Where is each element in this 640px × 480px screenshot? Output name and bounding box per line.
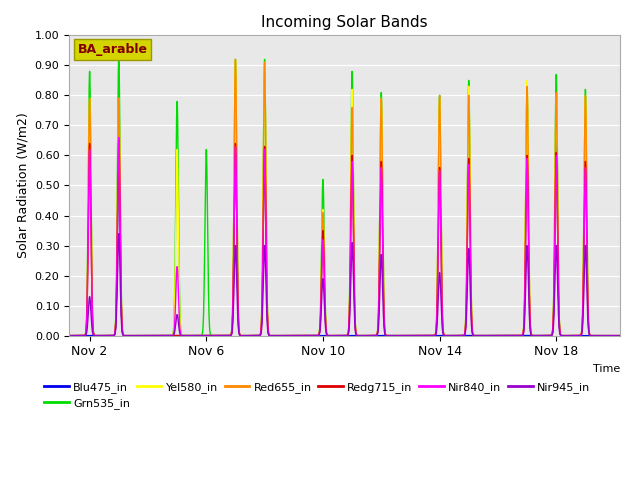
Nir945_in xyxy=(115,231,123,237)
Nir840_in xyxy=(103,333,111,338)
Yel580_in xyxy=(65,333,73,338)
Yel580_in xyxy=(103,333,111,338)
Grn535_in xyxy=(103,333,111,338)
X-axis label: Time: Time xyxy=(593,364,620,374)
Nir840_in xyxy=(65,333,73,338)
Nir945_in xyxy=(364,333,372,338)
Redg715_in xyxy=(115,138,123,144)
Red655_in xyxy=(364,333,372,338)
Blu475_in xyxy=(552,138,560,144)
Yel580_in xyxy=(198,333,205,338)
Blu475_in xyxy=(65,333,73,338)
Redg715_in xyxy=(166,333,173,338)
Nir945_in xyxy=(65,333,73,338)
Y-axis label: Solar Radiation (W/m2): Solar Radiation (W/m2) xyxy=(16,113,29,258)
Blu475_in xyxy=(103,333,111,338)
Blu475_in xyxy=(364,333,372,338)
Yel580_in xyxy=(364,333,372,338)
Nir840_in xyxy=(397,333,405,338)
Line: Yel580_in: Yel580_in xyxy=(69,60,620,336)
Nir945_in xyxy=(474,333,482,338)
Nir840_in xyxy=(364,333,372,338)
Redg715_in xyxy=(616,333,624,338)
Nir840_in xyxy=(115,134,123,140)
Nir840_in xyxy=(616,333,624,338)
Redg715_in xyxy=(276,333,284,338)
Nir945_in xyxy=(198,333,205,338)
Blu475_in xyxy=(616,333,624,338)
Line: Blu475_in: Blu475_in xyxy=(69,141,620,336)
Grn535_in xyxy=(65,333,73,338)
Blu475_in xyxy=(166,333,173,338)
Red655_in xyxy=(397,333,405,338)
Red655_in xyxy=(103,333,111,338)
Nir840_in xyxy=(198,333,205,338)
Grn535_in xyxy=(397,333,405,338)
Blu475_in xyxy=(198,333,205,338)
Line: Nir840_in: Nir840_in xyxy=(69,137,620,336)
Nir945_in xyxy=(397,333,405,338)
Yel580_in xyxy=(616,333,624,338)
Yel580_in xyxy=(474,333,482,338)
Nir840_in xyxy=(474,333,482,338)
Line: Nir945_in: Nir945_in xyxy=(69,234,620,336)
Grn535_in xyxy=(616,333,624,338)
Nir840_in xyxy=(276,333,284,338)
Line: Redg715_in: Redg715_in xyxy=(69,141,620,336)
Redg715_in xyxy=(364,333,372,338)
Blu475_in xyxy=(474,333,482,338)
Nir945_in xyxy=(616,333,624,338)
Yel580_in xyxy=(232,57,239,62)
Red655_in xyxy=(616,333,624,338)
Grn535_in xyxy=(474,333,482,338)
Line: Grn535_in: Grn535_in xyxy=(69,56,620,336)
Red655_in xyxy=(276,333,284,338)
Grn535_in xyxy=(198,332,205,338)
Redg715_in xyxy=(65,333,73,338)
Redg715_in xyxy=(474,333,482,338)
Redg715_in xyxy=(103,333,111,338)
Yel580_in xyxy=(397,333,405,338)
Redg715_in xyxy=(397,333,405,338)
Red655_in xyxy=(166,333,173,338)
Red655_in xyxy=(232,57,239,62)
Title: Incoming Solar Bands: Incoming Solar Bands xyxy=(262,15,428,30)
Red655_in xyxy=(474,333,482,338)
Blu475_in xyxy=(397,333,405,338)
Grn535_in xyxy=(364,333,372,338)
Nir945_in xyxy=(276,333,284,338)
Redg715_in xyxy=(198,333,205,338)
Blu475_in xyxy=(276,333,284,338)
Yel580_in xyxy=(276,333,284,338)
Red655_in xyxy=(198,333,205,338)
Text: BA_arable: BA_arable xyxy=(77,43,147,56)
Nir945_in xyxy=(103,333,111,338)
Line: Red655_in: Red655_in xyxy=(69,60,620,336)
Red655_in xyxy=(65,333,73,338)
Grn535_in xyxy=(276,333,284,338)
Grn535_in xyxy=(115,53,123,59)
Legend: Blu475_in, Grn535_in, Yel580_in, Red655_in, Redg715_in, Nir840_in, Nir945_in: Blu475_in, Grn535_in, Yel580_in, Red655_… xyxy=(40,377,595,413)
